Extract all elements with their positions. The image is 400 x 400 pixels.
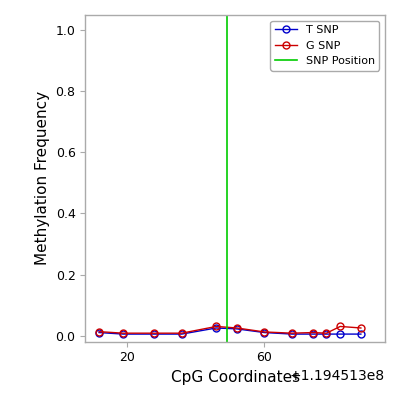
T SNP	[338, 332, 343, 336]
G SNP	[179, 331, 184, 336]
T SNP	[324, 332, 329, 336]
Line: T SNP: T SNP	[96, 324, 364, 338]
T SNP	[179, 332, 184, 336]
T SNP	[262, 330, 267, 335]
T SNP	[214, 326, 218, 330]
T SNP	[97, 330, 102, 335]
G SNP	[262, 330, 267, 334]
G SNP	[121, 331, 126, 336]
G SNP	[310, 330, 315, 335]
Line: G SNP: G SNP	[96, 323, 364, 337]
T SNP	[152, 332, 156, 336]
T SNP	[234, 326, 239, 331]
Legend: T SNP, G SNP, SNP Position: T SNP, G SNP, SNP Position	[270, 20, 380, 70]
G SNP	[152, 331, 156, 336]
G SNP	[324, 331, 329, 336]
T SNP	[290, 332, 294, 336]
G SNP	[338, 324, 343, 329]
T SNP	[358, 332, 363, 336]
G SNP	[214, 324, 218, 329]
G SNP	[97, 329, 102, 334]
X-axis label: CpG Coordinates: CpG Coordinates	[170, 370, 300, 385]
T SNP	[121, 332, 126, 336]
Y-axis label: Methylation Frequency: Methylation Frequency	[35, 91, 50, 266]
G SNP	[290, 331, 294, 336]
G SNP	[234, 326, 239, 330]
T SNP	[310, 332, 315, 336]
G SNP	[358, 326, 363, 330]
